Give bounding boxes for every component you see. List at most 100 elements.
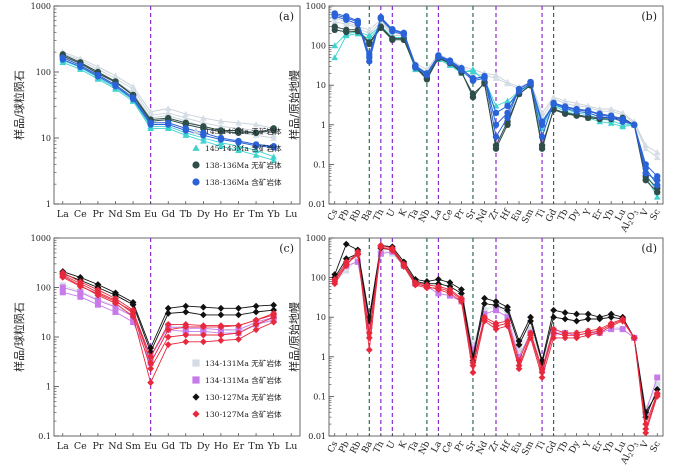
data-point bbox=[147, 359, 155, 367]
data-point bbox=[129, 301, 137, 309]
data-point bbox=[182, 110, 190, 117]
x-tick-label-pb: Pb bbox=[338, 208, 352, 223]
series-group bbox=[331, 240, 661, 437]
data-point bbox=[217, 142, 225, 149]
data-point bbox=[77, 293, 84, 300]
data-point bbox=[504, 114, 511, 122]
x-tick-label-pr: Pr bbox=[92, 441, 103, 452]
data-point bbox=[596, 315, 604, 323]
data-point bbox=[516, 353, 523, 360]
x-tick-label-tm: Tm bbox=[248, 209, 263, 220]
data-point bbox=[515, 341, 523, 349]
data-point bbox=[504, 97, 511, 104]
data-point bbox=[561, 315, 569, 323]
data-point bbox=[481, 315, 488, 323]
data-point bbox=[331, 278, 339, 285]
y-tick-label: 10 bbox=[41, 134, 51, 143]
x-tick-label-la: La bbox=[430, 207, 444, 222]
y-tick-label: 10 bbox=[316, 81, 326, 90]
data-point bbox=[458, 64, 465, 72]
x-tick-label-u: U bbox=[386, 439, 399, 451]
x-tick-label-tb: Tb bbox=[180, 209, 192, 220]
legend-entry-1: 145-143Ma 无矿岩体 bbox=[205, 126, 282, 136]
x-tick-label-sr: Sr bbox=[465, 439, 479, 454]
data-point bbox=[492, 301, 500, 309]
data-point bbox=[515, 85, 523, 93]
x-tick-label-sc: Sc bbox=[649, 208, 663, 223]
data-point bbox=[129, 307, 137, 315]
data-point bbox=[642, 420, 650, 428]
x-tick-label-ce: Ce bbox=[74, 209, 87, 220]
data-point bbox=[331, 54, 339, 61]
data-point bbox=[584, 107, 592, 114]
y-tick-label: 100 bbox=[311, 274, 326, 283]
data-point bbox=[59, 289, 66, 296]
data-point bbox=[59, 56, 66, 63]
data-point bbox=[331, 10, 338, 17]
x-tick-label-lu: Lu bbox=[285, 441, 297, 452]
data-point bbox=[59, 269, 67, 276]
data-point bbox=[270, 153, 277, 160]
data-point bbox=[270, 156, 277, 163]
legend-marker bbox=[192, 127, 200, 134]
data-point bbox=[573, 331, 581, 339]
data-point bbox=[147, 125, 154, 131]
data-point bbox=[182, 127, 189, 134]
y-tick-label: 100 bbox=[36, 284, 51, 293]
data-point bbox=[377, 24, 385, 32]
data-point bbox=[573, 112, 580, 119]
data-point bbox=[200, 114, 207, 121]
data-point bbox=[331, 42, 339, 49]
data-point bbox=[112, 72, 119, 79]
data-point bbox=[411, 281, 419, 289]
data-point bbox=[199, 303, 207, 311]
data-point bbox=[458, 289, 465, 297]
panel-a: 1 10 100 1000 La Ce Pr Nd Sm Eu Gd Tb Dy Ho Er Tm Yb Lu 样品… bbox=[12, 2, 301, 220]
data-point bbox=[400, 29, 408, 37]
x-tick-label-zr: Zr bbox=[488, 207, 502, 222]
x-tick-label-th: Th bbox=[372, 208, 386, 223]
data-point bbox=[538, 374, 546, 381]
data-point bbox=[654, 181, 661, 189]
data-point bbox=[252, 142, 260, 150]
data-point bbox=[342, 260, 350, 268]
data-point bbox=[147, 365, 155, 372]
data-point bbox=[270, 144, 277, 151]
data-point bbox=[573, 317, 581, 325]
data-point bbox=[654, 176, 661, 184]
data-point bbox=[446, 287, 454, 295]
y-tick-label: 0.1 bbox=[313, 392, 326, 401]
data-point bbox=[619, 326, 626, 333]
data-point bbox=[412, 61, 419, 69]
data-point bbox=[252, 320, 260, 328]
data-point bbox=[538, 142, 546, 149]
data-point bbox=[235, 142, 242, 149]
x-tick-label-u: U bbox=[386, 207, 399, 219]
y-tick-label: 1 bbox=[321, 121, 326, 130]
data-point bbox=[129, 95, 137, 103]
x-tick-label-zr: Zr bbox=[488, 439, 502, 454]
data-point bbox=[365, 346, 373, 354]
data-point bbox=[492, 74, 500, 81]
plot-frame bbox=[53, 5, 301, 205]
data-point bbox=[182, 331, 190, 339]
data-point bbox=[252, 326, 260, 334]
legend-marker bbox=[192, 376, 200, 384]
x-tick-label-hf: Hf bbox=[499, 207, 513, 222]
data-point bbox=[400, 263, 408, 270]
data-point bbox=[584, 310, 592, 318]
data-point bbox=[561, 103, 569, 110]
data-point bbox=[596, 110, 603, 117]
data-point bbox=[550, 325, 557, 333]
x-tick-label-nd: Nd bbox=[108, 209, 122, 220]
legend-marker bbox=[192, 178, 200, 186]
x-tick-label-dy: Dy bbox=[197, 441, 211, 452]
data-point bbox=[129, 313, 137, 320]
legend-marker bbox=[192, 144, 200, 151]
data-point bbox=[423, 70, 431, 78]
data-point bbox=[527, 78, 534, 86]
data-point bbox=[342, 20, 350, 27]
y-tick-label: 1000 bbox=[31, 2, 51, 11]
series-group bbox=[331, 10, 661, 200]
